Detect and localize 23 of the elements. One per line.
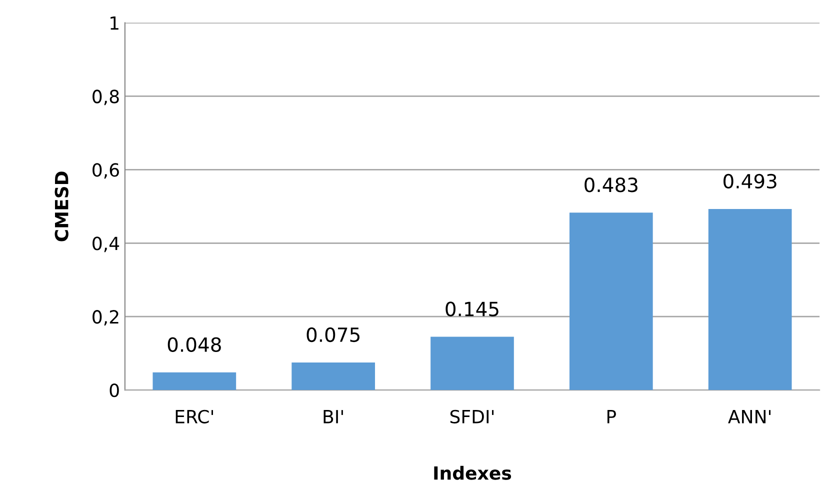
bar xyxy=(430,336,514,390)
y-tick-label: 1 xyxy=(110,16,118,30)
x-tick-label: BI' xyxy=(324,410,343,424)
data-label: 0.075 xyxy=(306,327,360,342)
bar xyxy=(569,212,653,390)
x-tick-label: ANN' xyxy=(728,410,771,424)
bar xyxy=(708,208,792,390)
y-tick-label: 0,8 xyxy=(92,90,119,106)
y-tick-label: 0,6 xyxy=(92,163,119,179)
x-tick-label: ERC' xyxy=(176,410,213,424)
data-label: 0.048 xyxy=(168,337,221,352)
y-tick-label: 0,4 xyxy=(92,236,120,252)
data-label: 0.145 xyxy=(446,302,498,316)
bar xyxy=(292,362,375,390)
y-tick-label: 0 xyxy=(110,384,119,398)
bar xyxy=(152,372,236,390)
data-label: 0.493 xyxy=(724,174,776,189)
y-axis-title: CMESD xyxy=(54,172,68,242)
x-tick-label: SFDI' xyxy=(450,410,494,424)
x-tick-label: P xyxy=(607,410,616,424)
x-axis-title: Indexes xyxy=(434,466,512,480)
y-tick-label: 0,2 xyxy=(92,310,118,326)
data-label: 0.483 xyxy=(584,178,638,192)
